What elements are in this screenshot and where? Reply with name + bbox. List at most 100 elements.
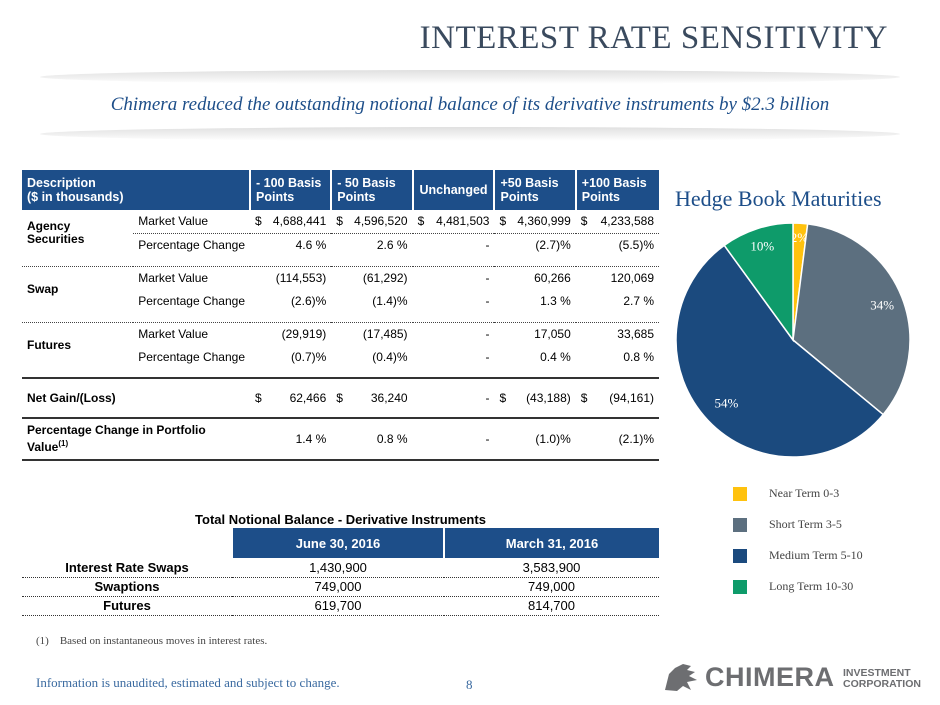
- page-title: INTEREST RATE SENSITIVITY: [419, 20, 888, 56]
- table-row: Interest Rate Swaps 1,430,900 3,583,900: [22, 558, 659, 578]
- row-category-swap: Swap: [22, 265, 134, 312]
- legend-item: Medium Term 5-10: [733, 540, 863, 571]
- logo-wordmark: CHIMERA: [705, 662, 835, 692]
- pie-data-label: 54%: [715, 395, 739, 410]
- hedge-book-pie-chart: 2% 34% 54% 10%: [675, 222, 911, 458]
- table-row: Percentage Change 4.6 % 2.6 % - (2.7)% (…: [22, 232, 659, 256]
- legend-swatch: [733, 517, 747, 532]
- table-cell: 1.4 %: [250, 417, 332, 461]
- table-cell: $4,360,999: [499, 214, 571, 229]
- table-cell: 120,069: [575, 265, 659, 289]
- pie-data-label: 34%: [870, 298, 894, 313]
- table-cell: (114,553): [250, 265, 332, 289]
- header-minus-50: - 50 Basis Points: [331, 170, 414, 210]
- legend-label: Near Term 0-3: [769, 486, 840, 500]
- table-row: Net Gain/(Loss) $62,466 $36,240 - $ (43,1…: [22, 378, 659, 418]
- table-cell: -: [412, 417, 495, 461]
- table-spacer: [22, 256, 659, 266]
- notional-header-blank: [22, 528, 232, 558]
- table-cell: $4,688,441: [255, 214, 327, 229]
- legend-swatch: [733, 486, 747, 501]
- chart-title: Hedge Book Maturities: [675, 186, 882, 211]
- table-cell: -: [485, 391, 490, 405]
- page-subtitle: Chimera reduced the outstanding notional…: [110, 94, 830, 115]
- table-cell: 619,700: [232, 596, 444, 616]
- notional-header-row: June 30, 2016 March 31, 2016: [22, 528, 659, 558]
- company-logo: CHIMERA INVESTMENT CORPORATION: [661, 660, 921, 694]
- legend-item: Near Term 0-3: [733, 478, 863, 509]
- legend-item: Long Term 10-30: [733, 571, 863, 602]
- row-label: Market Value: [133, 265, 250, 289]
- notional-table: June 30, 2016 March 31, 2016 Interest Ra…: [22, 528, 659, 616]
- title-divider: [40, 70, 900, 84]
- pie-slice-long-term-10-30: [723, 222, 794, 343]
- table-cell: 60,266: [494, 265, 576, 289]
- table-cell: $4,596,520: [336, 214, 408, 229]
- row-category-portfolio: Percentage Change in Portfolio Value(1): [22, 417, 250, 461]
- table-cell: (1.4)%: [372, 293, 408, 308]
- row-label: Percentage Change: [138, 293, 245, 308]
- table-cell: 814,700: [444, 596, 659, 616]
- table-row: Swaptions 749,000 749,000: [22, 577, 659, 597]
- table-spacer: [22, 368, 659, 379]
- legend-label: Medium Term 5-10: [769, 548, 863, 562]
- table-cell: (29,919): [250, 321, 332, 345]
- table-cell: (61,292): [331, 265, 413, 289]
- disclaimer: Information is unaudited, estimated and …: [36, 675, 340, 690]
- row-label: Percentage Change: [133, 232, 250, 256]
- legend-swatch: [733, 548, 747, 563]
- row-label: Futures: [22, 596, 232, 616]
- pie-slice-short-term-3-5: [792, 223, 911, 416]
- table-cell: $4,481,503: [417, 214, 490, 229]
- table-cell: 749,000: [232, 577, 444, 597]
- footnote: (1) Based on instantaneous moves in inte…: [36, 635, 268, 647]
- table-cell: $4,233,588: [580, 214, 654, 229]
- table-cell: $62,466: [255, 391, 327, 405]
- subtitle-divider: [40, 127, 900, 141]
- logo-subtext: INVESTMENT CORPORATION: [843, 667, 921, 690]
- table-cell: 3,583,900: [444, 558, 659, 578]
- pie-slice-medium-term-5-10: [675, 244, 885, 458]
- chimera-emblem-icon: [665, 664, 697, 691]
- table-cell: (1.0)%: [494, 417, 576, 461]
- row-label: Swaptions: [22, 577, 232, 597]
- table-cell: (5.5)%: [575, 232, 659, 256]
- row-category-net: Net Gain/(Loss): [27, 390, 116, 405]
- table-row: Percentage Change (2.6)% (1.4)% - 1.3 % …: [22, 289, 659, 312]
- chart-legend: Near Term 0-3 Short Term 3-5 Medium Term 5…: [733, 478, 863, 602]
- legend-label: Short Term 3-5: [769, 517, 842, 531]
- table-cell: $ (43,188): [499, 391, 571, 405]
- table-spacer: [22, 312, 659, 322]
- row-label: Interest Rate Swaps: [22, 558, 232, 578]
- page-number: 8: [466, 677, 473, 692]
- table-row: Percentage Change in Portfolio Value(1) …: [22, 417, 659, 461]
- row-category-agency: Agency Securities: [27, 219, 85, 246]
- table-row: Futures 619,700 814,700: [22, 596, 659, 616]
- table-cell: (0.7)%: [290, 349, 327, 364]
- table-cell: -: [412, 321, 495, 345]
- table-cell: 749,000: [444, 577, 659, 597]
- table-cell: $ (94,161): [580, 391, 654, 405]
- row-label: Percentage Change: [138, 349, 245, 364]
- table-cell: (2.1)%: [575, 417, 659, 461]
- table-cell: -: [412, 265, 495, 289]
- header-plus-50: +50 Basis Points: [494, 170, 577, 210]
- table-cell: -: [412, 232, 495, 256]
- sensitivity-table: Description ($ in thousands) - 100 Basis…: [22, 170, 659, 461]
- table-row: Swap Market Value (114,553) (61,292) - 6…: [22, 265, 659, 312]
- header-unchanged: Unchanged: [412, 170, 496, 210]
- row-label: Market Value: [133, 321, 250, 345]
- header-plus-100: +100 Basis Points: [575, 170, 659, 210]
- table-cell: 1.3 %: [540, 293, 571, 308]
- legend-swatch: [733, 579, 747, 594]
- table-cell: 33,685: [575, 321, 659, 345]
- table-cell: 0.8 %: [331, 417, 413, 461]
- table-row: Agency Securities Market Value $4,688,44…: [22, 210, 659, 245]
- table-cell: 0.4 %: [540, 349, 571, 364]
- table-cell: -: [485, 349, 490, 364]
- table-header-row: Description ($ in thousands) - 100 Basis…: [22, 170, 659, 210]
- notional-table-title: Total Notional Balance - Derivative Inst…: [195, 512, 486, 527]
- table-cell: (2.6)%: [290, 293, 327, 308]
- table-cell: $36,240: [336, 391, 408, 405]
- notional-header-june: June 30, 2016: [231, 528, 444, 558]
